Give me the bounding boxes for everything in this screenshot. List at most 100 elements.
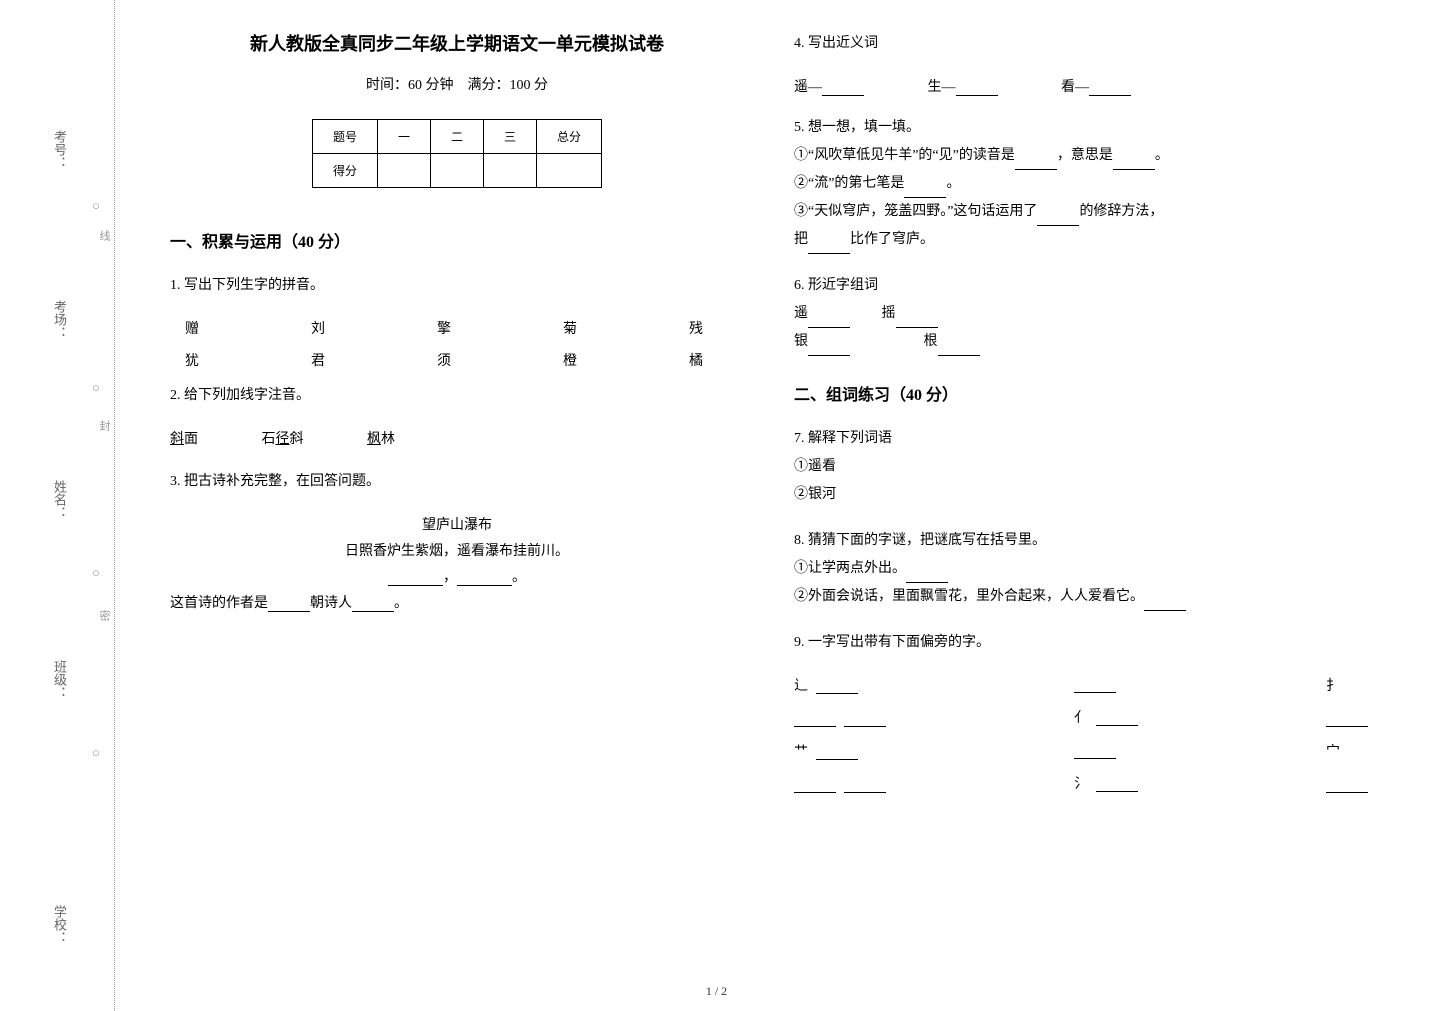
syn-char: 看— [1061, 80, 1089, 95]
sidebar-label-xingming: 姓名： [50, 480, 69, 519]
blank [1074, 675, 1116, 693]
author-prefix: 这首诗的作者是 [170, 596, 268, 611]
char: 须 [437, 350, 477, 370]
table-row: 题号 一 二 三 总分 [312, 120, 601, 154]
radical-item: 亻 [1074, 707, 1138, 727]
radical-char: 艹 [794, 741, 808, 761]
poem-blank-line: ，。 [170, 566, 744, 586]
blank [906, 565, 948, 583]
char: 菊 [563, 318, 603, 338]
char: 刘 [311, 318, 351, 338]
q5-line1: ①“风吹草低见牛羊”的“见”的读音是，意思是。 [794, 142, 1368, 170]
sidebar-divider-mi: 密 [96, 610, 112, 623]
syn-char: 生— [928, 80, 956, 95]
pinyin-row-2: 犹 君 须 橙 橘 [170, 350, 744, 370]
char: 遥 [794, 306, 808, 321]
table-cell: 二 [430, 120, 483, 154]
exam-meta: 时间：60 分钟 满分：100 分 [170, 74, 744, 94]
syn-item: 生— [928, 76, 998, 96]
blank [956, 78, 998, 96]
blank [1096, 708, 1138, 726]
right-column: 4. 写出近义词 遥— 生— 看— 5. 想一想，填一填。 ①“风吹草低见牛羊”… [769, 30, 1393, 991]
q5-label: 5. 想一想，填一填。 [794, 114, 1368, 142]
radical-item [1074, 741, 1138, 759]
poem-title: 望庐山瀑布 [170, 514, 744, 534]
radical-item: 艹 [794, 741, 886, 761]
blank [816, 676, 858, 694]
question-3: 3. 把古诗补充完整，在回答问题。 [170, 468, 744, 496]
sidebar-circle: ○ [92, 745, 100, 761]
question-5: 5. 想一想，填一填。 ①“风吹草低见牛羊”的“见”的读音是，意思是。 ②“流”… [794, 114, 1368, 254]
q8-line1: ①让学两点外出。 [794, 555, 1368, 583]
radical-item: 辶 [794, 675, 886, 695]
q8-line2: ②外面会说话，里面飘雪花，里外合起来，人人爱看它。 [794, 583, 1368, 611]
table-cell [537, 154, 602, 188]
char: 摇 [882, 306, 896, 321]
question-9: 9. 一字写出带有下面偏旁的字。 [794, 629, 1368, 657]
char: 银 [794, 334, 808, 349]
text: 比作了穹庐。 [850, 232, 934, 247]
radical-item: 氵 [1074, 773, 1138, 793]
content-columns: 新人教版全真同步二年级上学期语文一单元模拟试卷 时间：60 分钟 满分：100 … [115, 0, 1433, 1011]
q2-label: 2. 给下列加线字注音。 [170, 382, 744, 410]
blank [904, 180, 946, 198]
section-2-head: 二、组词练习（40 分） [794, 381, 1368, 405]
blank [1037, 208, 1079, 226]
q6-row2: 银 根 [794, 328, 1368, 356]
q2-item: 斜面 [170, 432, 198, 447]
sidebar-label-kaochang: 考场： [50, 300, 69, 339]
blank [1144, 593, 1186, 611]
table-cell [377, 154, 430, 188]
text: 。 [946, 176, 960, 191]
question-8: 8. 猜猜下面的字谜，把谜底写在括号里。 ①让学两点外出。 ②外面会说话，里面飘… [794, 527, 1368, 611]
blank [268, 594, 310, 612]
text: 的修辞方法， [1079, 204, 1163, 219]
syn-char: 遥— [794, 80, 822, 95]
radical-char: 宀 [1326, 741, 1340, 761]
q5-line4: 把比作了穹庐。 [794, 226, 1368, 254]
char: 君 [311, 350, 351, 370]
q2-item: 枫林 [367, 432, 395, 447]
text: ①“风吹草低见牛羊”的“见”的读音是 [794, 148, 1015, 163]
radical-col-1: 辶 艹 [794, 675, 886, 793]
author-line: 这首诗的作者是朝诗人。 [170, 592, 744, 612]
poem-line-1: 日照香炉生紫烟，遥看瀑布挂前川。 [170, 540, 744, 560]
table-cell: 一 [377, 120, 430, 154]
q2-item: 石径斜 [262, 432, 304, 447]
exam-title: 新人教版全真同步二年级上学期语文一单元模拟试卷 [170, 30, 744, 56]
q2-items: 斜面 石径斜 枫林 [170, 428, 744, 448]
char: 根 [924, 334, 938, 349]
sidebar-circle: ○ [92, 198, 100, 214]
text: 。 [1155, 148, 1169, 163]
sidebar-circle: ○ [92, 565, 100, 581]
author-mid: 朝诗人 [310, 596, 352, 611]
blank [1074, 741, 1116, 759]
blank [457, 568, 512, 586]
char: 犹 [185, 350, 225, 370]
blank [816, 742, 858, 760]
table-cell [430, 154, 483, 188]
page-container: 考号： ○ 线 考场： ○ 封 姓名： ○ 密 班级： ○ 学校： 新人教版全真… [0, 0, 1433, 1011]
q9-label: 9. 一字写出带有下面偏旁的字。 [794, 629, 1368, 657]
q6-row1: 遥 摇 [794, 300, 1368, 328]
text: ②“流”的第七笔是 [794, 176, 904, 191]
radical-col-2: 亻 氵 [1074, 675, 1138, 793]
radical-char: 氵 [1074, 773, 1088, 793]
syn-item: 遥— [794, 76, 864, 96]
q7-item2: ②银河 [794, 481, 1368, 509]
blank [808, 338, 850, 356]
question-1: 1. 写出下列生字的拼音。 [170, 272, 744, 300]
radical-item [1326, 709, 1368, 727]
radical-item [794, 775, 886, 793]
table-cell: 总分 [537, 120, 602, 154]
radical-char: 扌 [1326, 675, 1340, 695]
blank [1326, 775, 1368, 793]
blank [1326, 709, 1368, 727]
q4-label: 4. 写出近义词 [794, 30, 1368, 58]
table-cell [484, 154, 537, 188]
char: 橙 [563, 350, 603, 370]
blank [388, 568, 443, 586]
radical-char: 辶 [794, 675, 808, 695]
question-6: 6. 形近字组词 遥 摇 银 根 [794, 272, 1368, 356]
radical-item [1074, 675, 1138, 693]
